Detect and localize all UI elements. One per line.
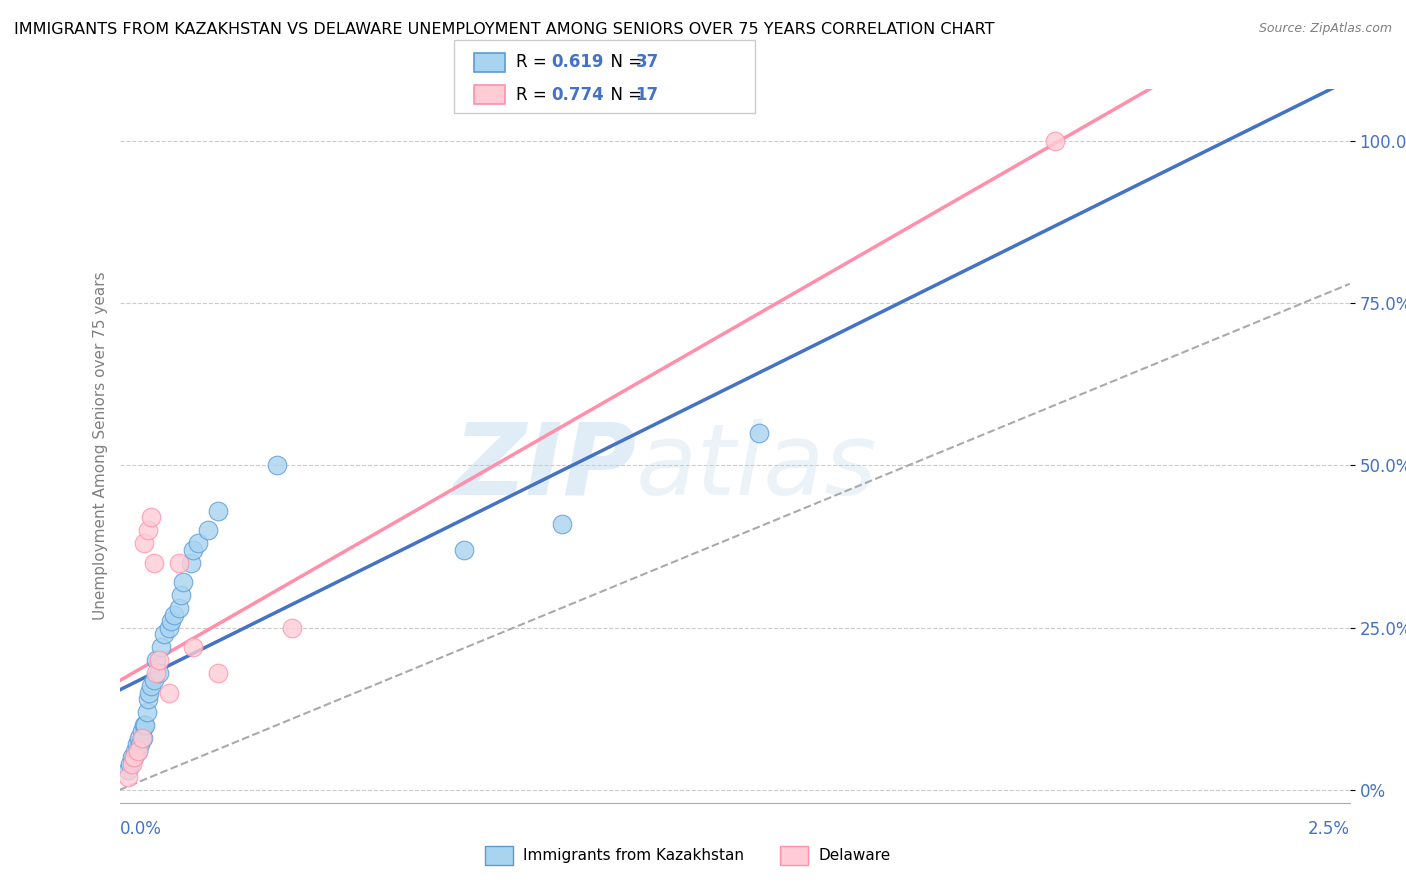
Point (153, 627, 174, 641)
Point (145, 666, 167, 681)
Text: IMMIGRANTS FROM KAZAKHSTAN VS DELAWARE UNEMPLOYMENT AMONG SENIORS OVER 75 YEARS : IMMIGRANTS FROM KAZAKHSTAN VS DELAWARE U… (14, 22, 994, 37)
Point (135, 705, 157, 719)
Point (180, 556, 202, 570)
Point (124, 750, 146, 764)
Point (143, 556, 166, 570)
Point (163, 607, 186, 622)
Point (1043, 134, 1066, 148)
Point (124, 750, 146, 764)
Point (167, 556, 190, 570)
Point (207, 666, 229, 681)
Point (131, 724, 153, 739)
Text: 2.5%: 2.5% (1308, 820, 1350, 838)
Point (148, 653, 170, 667)
Point (132, 536, 156, 550)
Point (134, 718, 156, 732)
Point (266, 458, 288, 473)
Point (187, 536, 209, 550)
Text: N =: N = (600, 54, 648, 71)
Point (172, 575, 194, 590)
Point (132, 731, 155, 745)
Point (281, 621, 304, 635)
Point (124, 744, 146, 758)
Point (128, 731, 150, 745)
Text: atlas: atlas (636, 419, 877, 516)
Text: 37: 37 (636, 54, 659, 71)
Point (138, 685, 160, 699)
Point (167, 601, 190, 615)
Point (125, 738, 148, 752)
Text: Delaware: Delaware (818, 848, 890, 863)
Text: R =: R = (516, 54, 553, 71)
Point (160, 614, 183, 628)
Point (183, 640, 205, 654)
Text: N =: N = (600, 86, 648, 103)
Text: 0.774: 0.774 (551, 86, 605, 103)
Point (157, 621, 180, 635)
Point (141, 510, 163, 524)
Point (150, 640, 173, 654)
Point (127, 744, 149, 758)
Point (117, 764, 139, 778)
Point (145, 653, 167, 667)
Point (551, 516, 574, 531)
Text: 17: 17 (636, 86, 658, 103)
Point (136, 524, 159, 538)
Text: Immigrants from Kazakhstan: Immigrants from Kazakhstan (523, 848, 744, 863)
Point (120, 756, 142, 771)
Point (127, 744, 149, 758)
Point (121, 750, 143, 764)
Text: 0.619: 0.619 (551, 54, 603, 71)
Point (136, 692, 159, 706)
Point (148, 666, 170, 681)
Point (157, 685, 180, 699)
Point (207, 504, 229, 518)
Point (131, 731, 153, 745)
Y-axis label: Unemployment Among Seniors over 75 years: Unemployment Among Seniors over 75 years (93, 272, 108, 620)
Point (143, 673, 166, 687)
Text: 0.0%: 0.0% (120, 820, 162, 838)
Point (183, 542, 205, 557)
Point (748, 425, 770, 440)
Point (197, 524, 219, 538)
Point (117, 770, 139, 784)
Text: R =: R = (516, 86, 553, 103)
Point (121, 756, 143, 771)
Text: Source: ZipAtlas.com: Source: ZipAtlas.com (1258, 22, 1392, 36)
Point (170, 588, 193, 602)
Point (129, 738, 152, 752)
Point (141, 679, 163, 693)
Text: ZIP: ZIP (453, 419, 636, 516)
Point (132, 718, 156, 732)
Point (453, 542, 475, 557)
